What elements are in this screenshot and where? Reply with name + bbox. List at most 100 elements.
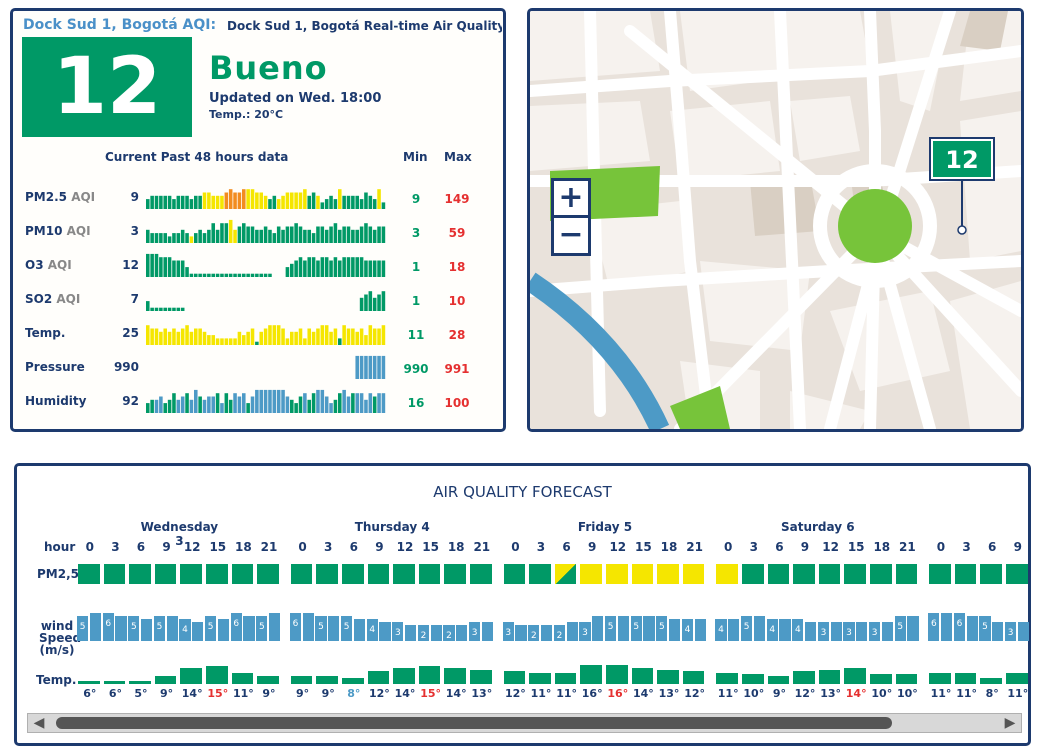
zoom-out-button[interactable]: −	[551, 218, 591, 256]
sparkline-bar	[372, 328, 377, 345]
pm-forecast-cell	[682, 564, 705, 584]
wind-forecast-bar	[481, 622, 494, 641]
temp-forecast-bar	[257, 676, 279, 684]
sparkline-bar	[228, 399, 233, 413]
sparkline-bar	[351, 229, 355, 243]
sparkline-bar	[176, 233, 181, 243]
sparkline-bar	[172, 328, 176, 345]
sparkline-bar	[285, 192, 290, 209]
sparkline-bar	[324, 396, 329, 413]
pollutant-min: 9	[411, 192, 421, 206]
sparkline-bar	[381, 291, 386, 311]
station-marker[interactable]: 12	[929, 137, 995, 181]
sparkline-bar	[298, 328, 303, 345]
sparkline-bar	[320, 325, 325, 345]
sparkline-bar	[307, 328, 312, 345]
temp-forecast-bar	[895, 674, 918, 684]
sparkline-bar	[303, 393, 307, 413]
table-header-min: Min	[403, 150, 428, 164]
wind-forecast-bar: 4	[366, 619, 378, 641]
pollutant-current: 9	[130, 190, 139, 204]
wind-forecast-bar: 5	[979, 616, 991, 641]
sparkline-bar	[329, 260, 333, 277]
sparkline-bar	[281, 389, 285, 413]
map-canvas[interactable]	[530, 11, 1021, 429]
temp-forecast-value: 5°	[134, 687, 148, 700]
sparkline-bar	[333, 199, 338, 209]
sparkline-bar	[202, 192, 207, 209]
sparkline-bar	[242, 189, 246, 209]
sparkline-bar	[320, 257, 325, 277]
sparkline-bar	[246, 273, 250, 277]
sparkline-bar	[359, 355, 364, 379]
sparkline-bar	[233, 393, 237, 413]
sparkline-bar	[202, 331, 207, 345]
pollutant-current: 3	[130, 224, 139, 238]
sparkline-bar	[150, 253, 154, 277]
sparkline-bar	[237, 331, 242, 345]
sparkline-bar	[215, 195, 220, 209]
temp-forecast-bar	[206, 666, 228, 684]
wind-forecast-bar: 3	[502, 622, 514, 641]
wind-forecast-bar	[302, 613, 314, 641]
wind-forecast-bar: 6	[102, 613, 114, 641]
scrollbar-thumb[interactable]	[56, 717, 892, 729]
sparkline-bar	[180, 195, 185, 209]
sparkline-bar	[364, 294, 368, 311]
sparkline	[355, 355, 386, 379]
sparkline-bar	[220, 273, 224, 277]
wind-row-label: wind Speed (m/s)	[39, 619, 82, 657]
temp-forecast-value: 11°	[232, 687, 254, 700]
sparkline-bar	[189, 236, 194, 243]
scroll-right-button[interactable]: ▶	[1004, 715, 1016, 731]
forecast-day-label: Saturday 6	[780, 520, 855, 534]
temp-forecast-bar	[870, 674, 892, 684]
sparkline-bar	[167, 399, 172, 413]
pollutant-max: 991	[444, 362, 470, 376]
sparkline-bar	[250, 189, 255, 209]
forecast-hour: 15	[209, 540, 227, 554]
temp-forecast-bar	[129, 681, 151, 684]
forecast-hour: 0	[936, 540, 946, 554]
pm-forecast-cell	[980, 564, 1002, 584]
sparkline-bar	[290, 226, 294, 243]
sparkline-bar	[281, 328, 285, 345]
sparkline-bar	[207, 192, 211, 209]
wind-forecast-bar	[515, 625, 527, 641]
sparkline-bar	[346, 328, 351, 345]
forecast-hour: 3	[111, 540, 120, 554]
sparkline-bar	[189, 399, 194, 413]
sparkline-bar	[194, 233, 198, 243]
sparkline-bar	[215, 229, 220, 243]
wind-forecast-bar	[541, 625, 553, 641]
zoom-in-button[interactable]: +	[551, 178, 591, 218]
wind-forecast-bar	[830, 622, 842, 641]
scroll-left-button[interactable]: ◀	[33, 715, 45, 731]
wind-forecast-bar: 5	[315, 616, 327, 641]
forecast-scrollbar[interactable]: ◀ ▶	[27, 713, 1022, 733]
forecast-hour: 3	[324, 540, 333, 554]
sparkline-bar	[316, 328, 320, 345]
sparkline-bar	[368, 291, 373, 311]
pollutant-row: PM10 AQI 3 3 59	[13, 213, 503, 247]
sparkline-bar	[290, 263, 294, 277]
sparkline-bar	[351, 328, 355, 345]
pm-forecast-cell	[342, 564, 364, 584]
wind-forecast-bar	[941, 613, 953, 641]
sparkline-bar	[294, 403, 298, 413]
pm-forecast-cell	[444, 564, 466, 584]
sparkline-bar	[159, 331, 163, 345]
sparkline-bar	[263, 195, 268, 209]
forecast-hour: 6	[775, 540, 784, 554]
temp-forecast-value: 16°	[607, 687, 629, 700]
map-panel[interactable]: + − 12	[527, 8, 1024, 432]
forecast-hour: 15	[635, 540, 652, 554]
pm-forecast-cell	[554, 564, 577, 584]
wind-forecast-bar	[243, 616, 255, 641]
forecast-hour: 0	[85, 540, 94, 554]
table-header-current: Current Past 48 hours data	[105, 150, 289, 164]
sparkline-bar	[176, 307, 181, 311]
pollutant-min: 1	[411, 260, 421, 274]
sparkline-bar	[351, 257, 355, 277]
sparkline-bar	[311, 393, 316, 413]
